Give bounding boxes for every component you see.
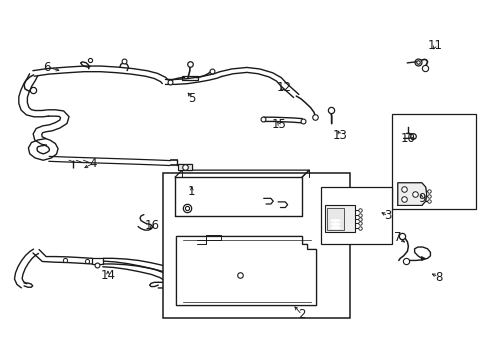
Text: 4: 4 <box>90 157 97 170</box>
Text: 11: 11 <box>427 39 442 52</box>
Text: 13: 13 <box>332 129 347 143</box>
Text: 10: 10 <box>400 132 415 145</box>
Text: 2: 2 <box>298 308 305 321</box>
Polygon shape <box>176 237 316 305</box>
Bar <box>163 173 349 318</box>
Ellipse shape <box>330 223 340 225</box>
Text: 16: 16 <box>145 219 160 231</box>
Text: 5: 5 <box>188 92 195 105</box>
Bar <box>321 187 391 244</box>
Text: 8: 8 <box>434 270 441 284</box>
Text: 3: 3 <box>384 210 391 222</box>
Text: 6: 6 <box>43 60 51 73</box>
Text: 9: 9 <box>417 192 425 205</box>
Text: 15: 15 <box>271 118 286 131</box>
Ellipse shape <box>330 219 340 222</box>
Text: 7: 7 <box>393 231 401 244</box>
Bar <box>391 114 475 209</box>
Polygon shape <box>178 164 191 170</box>
Polygon shape <box>196 235 220 243</box>
Polygon shape <box>397 183 426 206</box>
Polygon shape <box>92 258 103 264</box>
Polygon shape <box>325 205 354 232</box>
Polygon shape <box>326 207 344 230</box>
Polygon shape <box>182 76 197 80</box>
Ellipse shape <box>330 226 340 229</box>
Text: 1: 1 <box>188 185 195 198</box>
Text: 14: 14 <box>100 270 115 283</box>
Text: 12: 12 <box>276 81 291 94</box>
